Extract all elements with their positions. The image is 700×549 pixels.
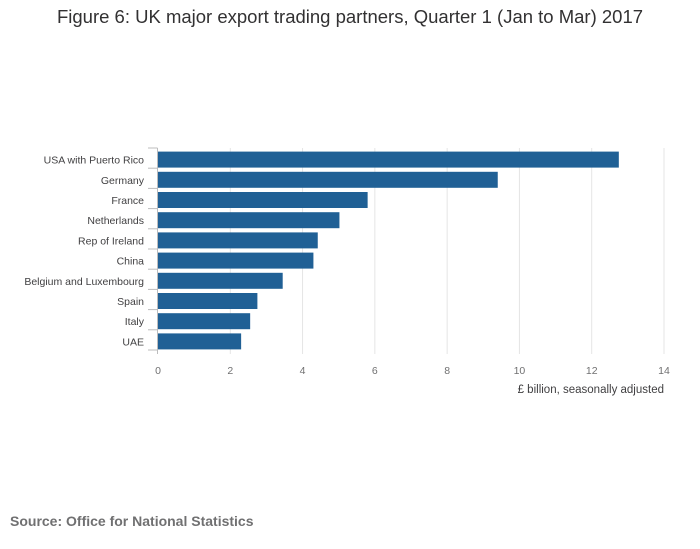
x-tick-label: 4 — [300, 365, 306, 377]
x-tick-label: 12 — [586, 365, 598, 377]
x-tick-label: 6 — [372, 365, 378, 377]
bar — [158, 313, 251, 330]
tick-labels: 0 2 4 6 8 10 12 14 — [155, 365, 670, 377]
x-tick-label: 10 — [514, 365, 526, 377]
x-axis-label: £ billion, seasonally adjusted — [518, 384, 664, 396]
x-tick-label: 2 — [227, 365, 233, 377]
bar — [158, 252, 314, 269]
category-label: USA with Puerto Rico — [44, 155, 145, 167]
category-label: UAE — [122, 336, 144, 348]
bars — [158, 151, 619, 350]
category-label: Spain — [117, 296, 144, 308]
source-note: Source: Office for National Statistics — [10, 513, 254, 529]
category-label: Germany — [101, 175, 145, 187]
category-label: Rep of Ireland — [78, 235, 144, 247]
x-tick-label: 0 — [155, 365, 161, 377]
bar — [158, 192, 368, 208]
category-label: Belgium and Luxembourg — [24, 276, 144, 288]
bar — [158, 333, 242, 350]
bar — [158, 272, 283, 289]
category-label: Italy — [125, 316, 145, 328]
bar — [158, 293, 258, 309]
bar — [158, 171, 498, 188]
x-tick-label: 8 — [444, 365, 450, 377]
bar — [158, 212, 340, 229]
bar — [158, 151, 619, 168]
chart-title: Figure 6: UK major export trading partne… — [56, 6, 644, 27]
bar — [158, 232, 318, 249]
category-label: China — [117, 256, 145, 268]
x-tick-label: 14 — [658, 365, 670, 377]
category-label: France — [111, 195, 144, 207]
category-label: Netherlands — [87, 215, 144, 227]
axes — [148, 147, 158, 354]
category-labels: USA with Puerto Rico Germany France Netherl… — [24, 155, 144, 349]
